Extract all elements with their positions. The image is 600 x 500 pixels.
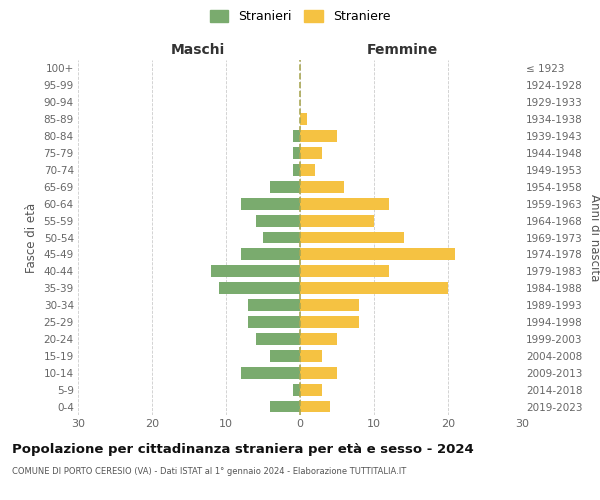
Bar (300, 299, 359, 311)
Bar (300, 384, 322, 396)
Bar (248, 316, 300, 328)
Bar (256, 214, 300, 226)
Bar (241, 367, 300, 378)
Bar (300, 114, 307, 125)
Bar (271, 181, 300, 192)
Bar (300, 367, 337, 378)
Bar (300, 248, 455, 260)
Bar (256, 333, 300, 345)
Bar (300, 316, 359, 328)
Bar (293, 164, 300, 176)
Legend: Stranieri, Straniere: Stranieri, Straniere (206, 6, 394, 27)
Bar (300, 181, 344, 192)
Bar (300, 266, 389, 277)
Bar (263, 232, 300, 243)
Bar (271, 350, 300, 362)
Text: Popolazione per cittadinanza straniera per età e sesso - 2024: Popolazione per cittadinanza straniera p… (12, 442, 474, 456)
Text: Maschi: Maschi (171, 44, 225, 58)
Y-axis label: Fasce di età: Fasce di età (25, 202, 38, 272)
Bar (300, 333, 337, 345)
Bar (300, 214, 374, 226)
Bar (300, 282, 448, 294)
Bar (211, 266, 300, 277)
Text: Femmine: Femmine (367, 44, 438, 58)
Bar (300, 130, 337, 142)
Bar (293, 130, 300, 142)
Bar (300, 147, 322, 159)
Bar (218, 282, 300, 294)
Bar (300, 198, 389, 209)
Bar (300, 232, 404, 243)
Bar (293, 384, 300, 396)
Bar (293, 147, 300, 159)
Bar (241, 248, 300, 260)
Text: COMUNE DI PORTO CERESIO (VA) - Dati ISTAT al 1° gennaio 2024 - Elaborazione TUTT: COMUNE DI PORTO CERESIO (VA) - Dati ISTA… (12, 468, 406, 476)
Bar (271, 400, 300, 412)
Y-axis label: Anni di nascita: Anni di nascita (589, 194, 600, 281)
Bar (300, 164, 315, 176)
Bar (241, 198, 300, 209)
Bar (248, 299, 300, 311)
Bar (300, 350, 322, 362)
Bar (300, 400, 329, 412)
